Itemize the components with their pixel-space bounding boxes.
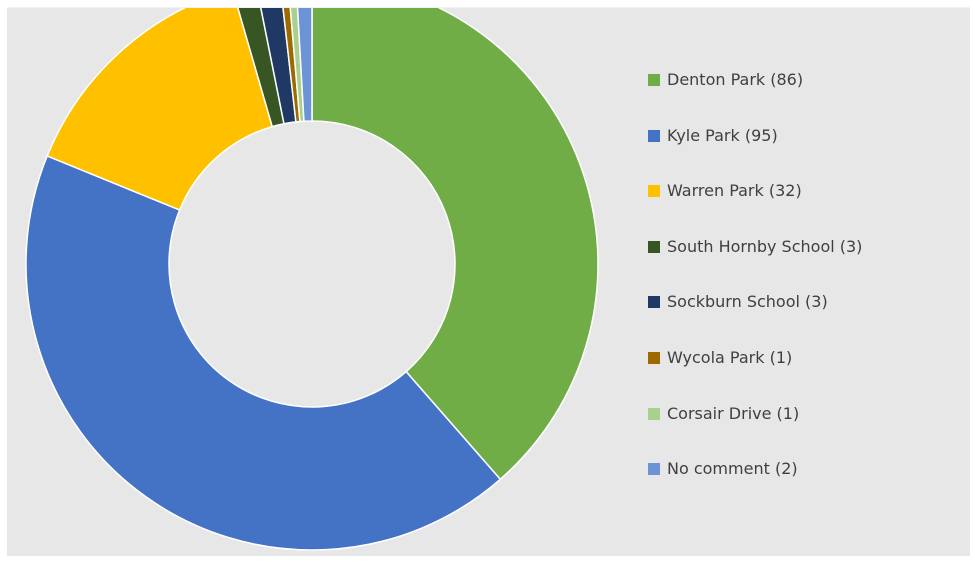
chart-area: Denton Park (86) Kyle Park (95) Warren P… (7, 7, 970, 556)
legend-item-denton-park: Denton Park (86) (648, 66, 862, 122)
legend-label-corsair-drive: Corsair Drive (1) (667, 403, 800, 423)
legend-label-warren-park: Warren Park (32) (667, 181, 802, 201)
donut-slice-denton-park (311, 8, 599, 481)
legend-swatch-south-hornby-school (648, 240, 660, 253)
legend-label-no-comment: No comment (2) (667, 459, 798, 479)
legend-item-no-comment: No comment (2) (648, 455, 862, 511)
legend-swatch-denton-park (648, 74, 660, 86)
legend-item-wycola-park: Wycola Park (1) (648, 344, 862, 400)
legend-swatch-wycola-park (648, 351, 660, 364)
legend-swatch-sockburn-school (648, 296, 660, 309)
legend-item-corsair-drive: Corsair Drive (1) (648, 400, 862, 456)
legend-item-sockburn-school: Sockburn School (3) (648, 288, 862, 344)
donut-slice-warren-park (46, 8, 273, 211)
donut-slice-kyle-park (25, 155, 502, 551)
legend-item-south-hornby-school: South Hornby School (3) (648, 233, 862, 289)
legend-swatch-kyle-park (648, 129, 660, 142)
legend-swatch-warren-park (648, 185, 660, 198)
legend-swatch-no-comment (648, 463, 660, 476)
donut-chart (25, 8, 599, 551)
legend-label-denton-park: Denton Park (86) (667, 70, 804, 89)
legend-label-sockburn-school: Sockburn School (3) (667, 292, 828, 312)
donut-slice-no-comment (296, 8, 313, 122)
legend-label-wycola-park: Wycola Park (1) (667, 347, 793, 367)
legend-swatch-corsair-drive (648, 407, 660, 420)
legend-item-warren-park: Warren Park (32) (648, 177, 862, 233)
legend-label-south-hornby-school: South Hornby School (3) (667, 236, 863, 256)
legend: Denton Park (86) Kyle Park (95) Warren P… (648, 66, 862, 511)
legend-label-kyle-park: Kyle Park (95) (667, 125, 778, 145)
legend-item-kyle-park: Kyle Park (95) (648, 122, 862, 178)
